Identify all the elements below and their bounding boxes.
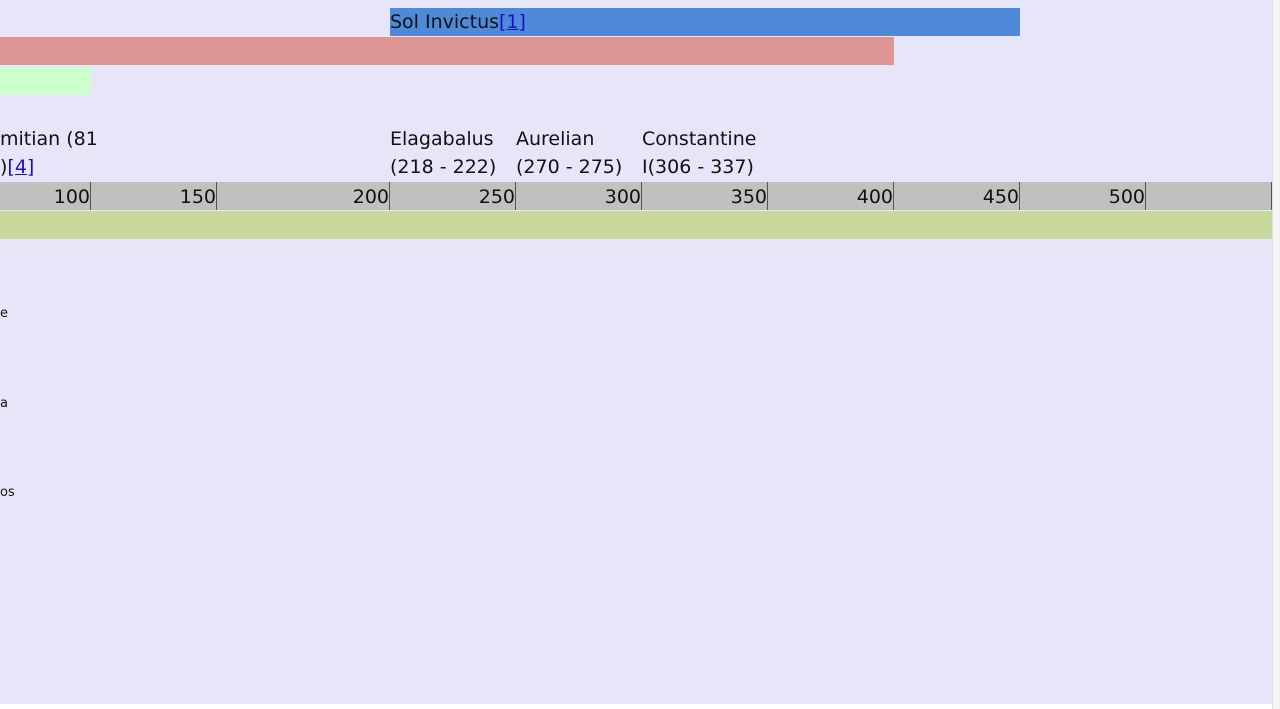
- period-bar: [0, 37, 894, 65]
- ruler-cell: 100: [0, 182, 91, 210]
- emperor-dates: I(306 - 337): [642, 156, 754, 178]
- emperor-dates: ): [0, 156, 8, 178]
- reference-link[interactable]: [1]: [499, 11, 526, 33]
- side-label: a: [0, 396, 8, 411]
- ruler-cell: 300: [516, 182, 642, 210]
- emperor-dates: (270 - 275): [516, 156, 623, 178]
- ruler-cell: 400: [768, 182, 894, 210]
- scrollbar[interactable]: [1272, 0, 1280, 709]
- emperor-name: Aurelian: [516, 128, 595, 150]
- emperor-label: mitian (81 )[4]: [0, 125, 98, 181]
- ruler-cell: 200: [217, 182, 390, 210]
- era-bar: [0, 211, 1272, 239]
- side-label: e: [0, 306, 8, 321]
- emperor-dates: (218 - 222): [390, 156, 497, 178]
- emperor-label: Constantine I(306 - 337): [642, 125, 756, 181]
- ruler-cell: 150: [91, 182, 217, 210]
- ruler: [0, 182, 1272, 210]
- reference-link[interactable]: [4]: [7, 156, 35, 178]
- ruler-cell: 350: [642, 182, 768, 210]
- ruler-cell: 250: [390, 182, 516, 210]
- emperor-name: Elagabalus: [390, 128, 494, 150]
- emperor-name: mitian (81: [0, 128, 98, 150]
- ruler-cell: 450: [894, 182, 1020, 210]
- period-bar: [0, 67, 91, 95]
- sol-invictus-bar: Sol Invictus[1]: [390, 8, 1020, 36]
- emperor-label: Aurelian (270 - 275): [516, 125, 622, 181]
- ruler-cell: 500: [1020, 182, 1146, 210]
- side-label: os: [0, 485, 15, 500]
- emperor-name: Constantine: [642, 128, 757, 150]
- ruler-cell: [1146, 182, 1272, 210]
- bar-label: Sol Invictus: [390, 11, 500, 33]
- emperor-label: Elagabalus (218 - 222): [390, 125, 496, 181]
